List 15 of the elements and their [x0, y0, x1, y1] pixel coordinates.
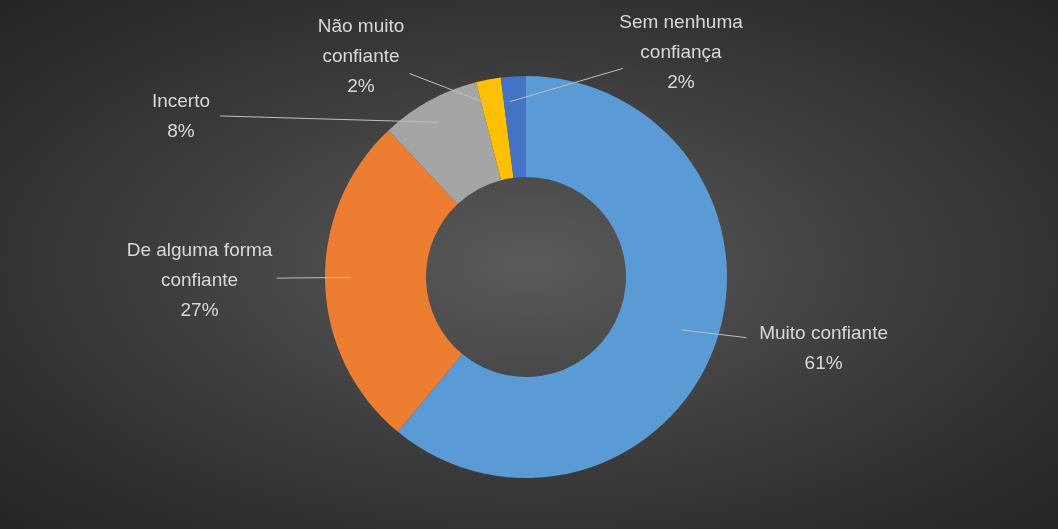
data-label: 27% [180, 298, 219, 320]
slice-label: Incerto [151, 89, 211, 111]
data-label: 61% [804, 351, 843, 373]
data-label: 8% [167, 119, 195, 141]
donut-slice [500, 76, 526, 178]
donut-slice [388, 82, 502, 205]
data-label: 2% [347, 74, 375, 96]
donut-slice [325, 130, 463, 432]
slice-label: Muito confiante [759, 321, 889, 343]
slice-label: Sem nenhuma confiança [619, 10, 744, 62]
slice-label: Não muito confiante [317, 14, 405, 66]
slice-label: De alguma forma confiante [126, 238, 273, 290]
donut-slice [397, 76, 727, 478]
donut-slice [476, 77, 514, 181]
data-label: 2% [667, 70, 695, 92]
